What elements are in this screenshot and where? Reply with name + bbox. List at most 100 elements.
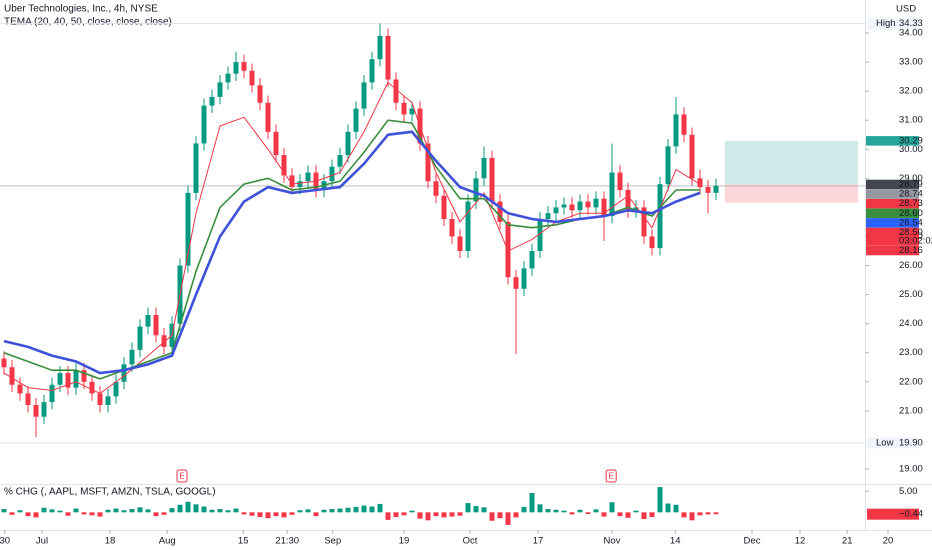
candle-body — [257, 85, 263, 103]
candle-body — [361, 82, 367, 109]
price-tag — [866, 136, 919, 146]
pct-bar — [649, 512, 655, 517]
pct-bar — [217, 508, 223, 513]
pct-bar — [505, 512, 511, 525]
price-tag — [866, 227, 919, 246]
price-tag — [866, 189, 919, 199]
candle-body — [49, 384, 55, 403]
pct-bar — [529, 492, 535, 513]
candle-body — [393, 79, 399, 103]
pct-bar — [401, 512, 407, 516]
time-tick-label: Sep — [324, 536, 341, 547]
candle-body — [129, 349, 135, 365]
pct-bar — [593, 509, 599, 513]
time-tick-label: 21 — [842, 536, 853, 547]
pct-bar — [273, 512, 279, 517]
candle-body — [521, 268, 527, 289]
pct-bar — [185, 501, 191, 513]
candle-body — [633, 207, 639, 211]
price-tag-label: 30.29 — [899, 135, 923, 146]
candle-body — [449, 219, 455, 237]
pct-bar — [49, 509, 55, 513]
price-tag — [866, 218, 919, 228]
candle-body — [697, 178, 703, 188]
candle-body — [97, 393, 103, 406]
candle-body — [601, 198, 607, 217]
currency-label: USD — [896, 4, 916, 15]
pct-bar — [113, 508, 119, 513]
candle-body — [457, 236, 463, 251]
pct-title: % CHG (, AAPL, MSFT, AMZN, TSLA, GOOGL) — [4, 487, 216, 498]
candle-body — [513, 277, 519, 289]
pct-bar — [97, 512, 103, 517]
candle-body — [1, 358, 7, 368]
candle-body — [489, 157, 495, 202]
pct-bar — [513, 512, 519, 518]
time-tick-label: 20 — [883, 536, 894, 547]
time-tick-label: 14 — [670, 536, 681, 547]
pct-bar — [201, 506, 207, 513]
pct-bar — [473, 506, 479, 513]
price-tick-label: 22.00 — [899, 376, 923, 387]
pct-bar — [425, 512, 431, 521]
low_mark-tag: Low — [876, 437, 894, 448]
candle-body — [65, 373, 71, 388]
pct-bar — [321, 509, 327, 513]
candle-body — [337, 155, 343, 167]
price-tag — [866, 198, 919, 209]
low_mark-value: 19.90 — [899, 437, 923, 448]
candle-body — [201, 105, 207, 144]
candle-body — [121, 364, 127, 382]
time-tick-label: Aug — [159, 536, 176, 547]
pct-bar — [705, 512, 711, 515]
pct-bar — [41, 507, 47, 513]
candle-body — [441, 195, 447, 220]
pct-bar — [545, 508, 551, 513]
pct-bar — [17, 510, 23, 513]
time-tick-label: Nov — [604, 536, 621, 547]
tema-line — [3, 130, 701, 375]
pct-bar — [433, 512, 439, 517]
candle-body — [625, 189, 631, 211]
candle-body — [673, 114, 679, 147]
candle-body — [105, 396, 111, 406]
pct-bar — [153, 512, 159, 517]
pct-bar — [281, 512, 287, 518]
pct-bar — [561, 510, 567, 513]
pct-bar — [345, 507, 351, 513]
pct-bar — [161, 512, 167, 515]
pct-bar — [361, 505, 367, 513]
pct-bar — [33, 512, 39, 518]
price-tag — [866, 179, 919, 190]
price-tick-label: 31.00 — [899, 115, 923, 126]
pct-bar — [665, 503, 671, 513]
pct-bar — [209, 509, 215, 513]
high_mark-value: 34.33 — [899, 18, 923, 29]
pct-bar — [577, 509, 583, 513]
candle-body — [225, 73, 231, 83]
pct-bar — [377, 503, 383, 513]
pct-bar — [385, 512, 391, 520]
pct-bar — [633, 510, 639, 513]
candle-body — [465, 201, 471, 251]
pct-bar — [673, 504, 679, 513]
pct-bar — [641, 512, 647, 520]
candle-body — [161, 335, 167, 347]
price-tick-label: 26.00 — [899, 260, 923, 271]
candle-body — [385, 35, 391, 80]
candle-body — [649, 236, 655, 249]
earnings-event-label: E — [179, 472, 184, 481]
pct-bar — [105, 509, 111, 513]
pct-bar — [569, 512, 575, 515]
candle-body — [617, 172, 623, 190]
candle-body — [609, 172, 615, 217]
candle-body — [33, 405, 39, 417]
pct-bar — [89, 512, 95, 516]
candle-body — [9, 367, 15, 385]
candle-body — [681, 114, 687, 135]
price-tick-label: 33.00 — [899, 57, 923, 68]
candle-body — [689, 134, 695, 179]
pct-bar — [497, 512, 503, 519]
tema-line — [3, 81, 701, 394]
